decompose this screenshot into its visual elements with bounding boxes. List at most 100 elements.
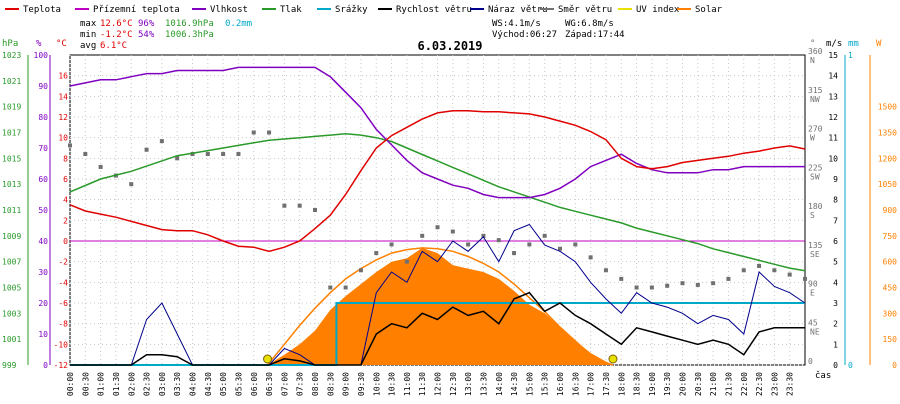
x-tick-label: 23:00 [770,372,779,396]
tick-solar: 1350 [878,129,897,138]
stats-wind-gust: WG:6.8m/s [565,19,614,29]
wind-dir-point [787,272,792,277]
tick-pressure: 1003 [2,309,21,318]
uv-marker [263,354,273,364]
wind-dir-point [588,255,593,260]
x-tick-label: 13:30 [479,372,488,396]
tick-solar: 900 [883,206,898,215]
x-tick-label: 19:00 [648,372,657,396]
x-tick-label: 01:00 [97,372,106,396]
x-tick-label: 07:30 [296,372,305,396]
x-tick-label: 00:30 [81,372,90,396]
wind-dir-point [297,203,302,208]
x-tick-label: 00:00 [66,372,75,396]
tick-pressure: 1013 [2,180,21,189]
x-tick-label: 18:30 [633,372,642,396]
axis-unit-hpa: hPa [2,39,18,49]
legend-label: Směr větru [558,5,612,15]
tick-humidity: 70 [38,144,48,153]
x-tick-label: 17:00 [587,372,596,396]
axis-unit-mm: mm [848,39,859,49]
tick-wind-speed: 9 [833,175,838,184]
axis-unit-w: W [876,39,882,49]
wind-dir-point [741,268,746,273]
x-tick-label: 15:30 [541,372,550,396]
x-tick-label: 16:30 [571,372,580,396]
tick-wind-speed: 11 [828,134,838,143]
x-tick-label: 07:00 [280,372,289,396]
tick-wind-dir: 360 [808,47,823,56]
wind-dir-point [374,251,379,256]
tick-wind-dir-label: N [810,56,815,65]
tick-solar: 1050 [878,180,897,189]
x-tick-label: 04:30 [204,372,213,396]
wind-dir-point [757,263,762,268]
tick-wind-speed: 7 [833,216,838,225]
tick-pressure: 1005 [2,284,21,293]
wind-dir-point [772,268,777,273]
legend-label: Náraz větru [488,5,548,15]
x-tick-label: 20:30 [694,372,703,396]
tick-humidity: 90 [38,82,48,91]
tick-wind-dir: 270 [808,125,823,134]
tick-temperature: 4 [63,196,68,205]
stats-max-label: max [80,19,97,29]
tick-temperature: 12 [58,113,68,122]
tick-humidity: 0 [43,361,48,370]
wind-dir-point [619,276,624,281]
x-tick-label: 09:00 [342,372,351,396]
tick-humidity: 100 [34,51,49,60]
stats-sunset: Západ:17:44 [565,30,625,40]
wind-dir-point [175,156,180,161]
x-tick-label: 01:30 [112,372,121,396]
x-tick-label: 10:00 [372,372,381,396]
wind-dir-point [512,251,517,256]
wind-dir-point [144,147,149,152]
stats-max-press: 1016.9hPa [165,19,214,29]
wind-dir-point [466,242,471,247]
tick-solar: 0 [892,361,897,370]
x-tick-label: 20:00 [679,372,688,396]
wind-dir-point [251,130,256,135]
stats-min-temp: -1.2°C [100,30,133,40]
x-tick-label: 08:30 [326,372,335,396]
tick-temperature: 0 [63,237,68,246]
wind-dir-point [680,281,685,286]
tick-wind-dir-label: W [810,134,815,143]
tick-temperature: -10 [54,340,69,349]
wind-dir-point [83,152,88,157]
tick-wind-speed: 0 [833,361,838,370]
tick-humidity: 80 [38,113,48,122]
tick-pressure: 1015 [2,154,21,163]
tick-temperature: -8 [58,320,68,329]
stats-avg-label: avg [80,41,96,51]
tick-solar: 450 [883,284,898,293]
tick-temperature: -12 [54,361,69,370]
wind-dir-point [313,208,317,212]
wind-dir-point [435,225,440,230]
tick-wind-speed: 15 [828,51,838,60]
x-tick-label: 08:00 [311,372,320,396]
tick-wind-dir: 45 [808,318,818,327]
tick-wind-dir-label: SE [810,250,820,259]
x-tick-label: 12:00 [434,372,443,396]
wind-dir-point [695,282,700,287]
tick-temperature: 8 [63,154,68,163]
x-tick-label: 11:00 [403,372,412,396]
series-solar-area [267,247,613,365]
x-tick-label: 03:30 [173,372,182,396]
wind-dir-point [527,242,532,247]
tick-pressure: 1023 [2,51,21,60]
tick-wind-speed: 1 [833,340,838,349]
series-solar-clearsky [266,247,614,366]
x-tick-label: 23:30 [786,372,795,396]
legend-label: Vlhkost [210,5,248,15]
tick-wind-dir-label: SW [810,172,820,181]
series-temperature [69,110,806,253]
tick-rain: 1 [848,51,853,60]
x-tick-label: 04:00 [189,372,198,396]
tick-wind-dir: 135 [808,241,823,250]
tick-pressure: 1017 [2,129,21,138]
legend-label: Solar [695,5,723,15]
